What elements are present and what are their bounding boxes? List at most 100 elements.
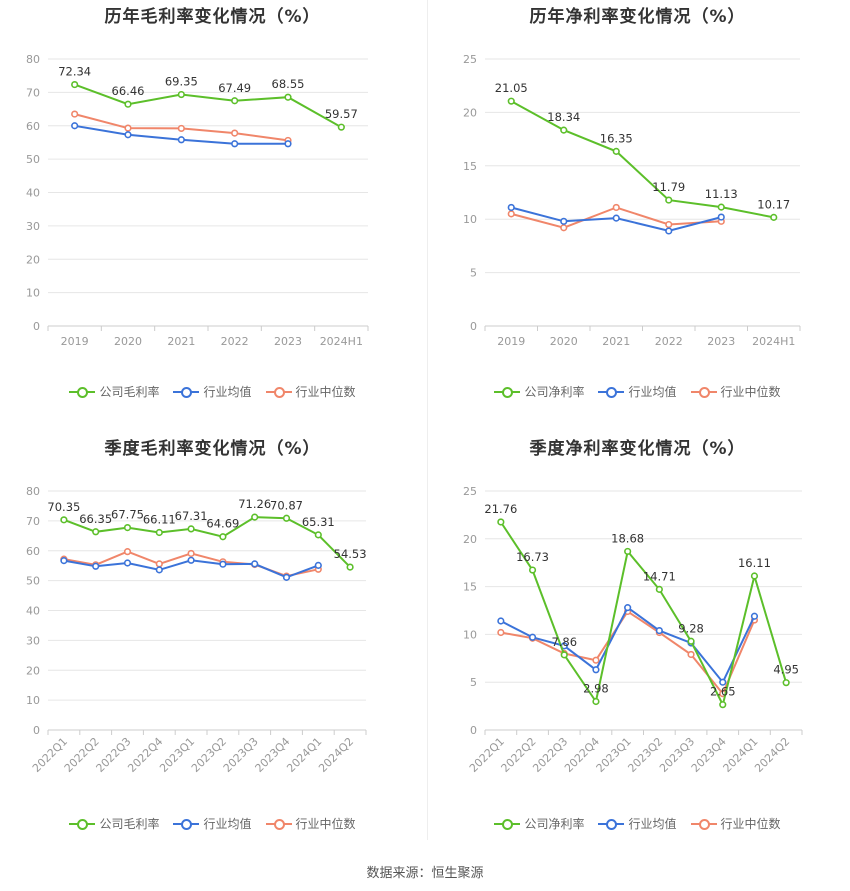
data-label: 59.57 — [325, 107, 358, 121]
legend-line-icon — [494, 386, 521, 398]
quarterly-net-margin-chart: 05101520252022Q12022Q22022Q32022Q42023Q1… — [463, 485, 803, 775]
company-series-point — [719, 701, 727, 709]
data-label: 2.65 — [710, 685, 736, 699]
y-tick-label: 60 — [26, 545, 40, 558]
chart-legend: 公司毛利率 行业均值 行业中位数 — [0, 815, 425, 832]
industry-avg-series-point — [177, 136, 185, 144]
company-series-point — [123, 523, 132, 532]
industry-avg-series-point — [717, 213, 725, 221]
industry-avg-series-point — [665, 227, 673, 235]
company-series-point — [687, 637, 695, 645]
legend-item-company[interactable]: 公司毛利率 — [69, 383, 159, 400]
company-series-point — [750, 572, 759, 580]
company-series-point — [124, 100, 132, 108]
x-tick-label: 2020 — [550, 335, 578, 348]
industry-avg-series-point — [92, 562, 100, 570]
company-series-line — [499, 521, 788, 708]
legend-item-industry-median[interactable]: 行业中位数 — [690, 383, 781, 400]
legend-line-icon — [265, 818, 292, 830]
legend-label: 行业中位数 — [295, 817, 356, 831]
company-series-point — [60, 516, 68, 524]
chart-legend: 公司净利率 行业均值 行业中位数 — [425, 383, 850, 400]
data-label: 72.34 — [58, 65, 91, 79]
industry-median-series-point — [560, 224, 568, 232]
legend-item-industry-median[interactable]: 行业中位数 — [265, 815, 356, 832]
legend-label: 行业均值 — [203, 817, 252, 831]
y-tick-label: 20 — [26, 664, 40, 677]
industry-median-series-point — [155, 560, 163, 568]
legend-label: 行业均值 — [628, 385, 677, 399]
y-tick-label: 60 — [26, 120, 40, 133]
industry-median-series-point — [665, 220, 673, 229]
company-series-point — [231, 97, 239, 105]
industry-avg-series-point — [507, 203, 515, 212]
industry-median-series-point — [612, 203, 620, 212]
company-series-line — [63, 516, 351, 568]
data-label: 67.75 — [111, 508, 144, 522]
annual-net-margin-chart: 0 5 10 15 20 25 2019 2020 2021 2022 2023 2024H1 21.0… — [463, 53, 801, 348]
data-label: 21.76 — [484, 502, 517, 516]
legend-item-company[interactable]: 公司净利率 — [494, 815, 584, 832]
industry-median-series-point — [507, 210, 515, 218]
x-tick-label: 2020 — [114, 335, 142, 348]
legend-line-icon — [494, 818, 521, 830]
x-tick-label: 2023 — [707, 335, 735, 348]
legend-item-company[interactable]: 公司净利率 — [494, 383, 584, 400]
legend-line-icon — [690, 818, 717, 830]
industry-avg-series-point — [497, 617, 505, 625]
x-tick-label: 2024H1 — [752, 335, 795, 348]
company-series-line — [74, 83, 342, 129]
legend-item-industry-avg[interactable]: 行业均值 — [598, 383, 677, 400]
annual-gross-margin-panel: 历年毛利率变化情况（%） 0 10 20 30 40 50 60 70 80 2019 2020 20… — [0, 0, 425, 430]
x-tick-label: 2024H1 — [320, 335, 363, 348]
company-series-point — [528, 566, 537, 574]
x-tick-label: 2021 — [167, 335, 195, 348]
legend-label: 行业中位数 — [295, 385, 356, 399]
data-label: 68.55 — [272, 77, 305, 91]
data-label: 7.86 — [551, 635, 577, 649]
y-tick-label: 25 — [463, 53, 477, 66]
y-tick-label: 15 — [463, 160, 477, 173]
y-tick-label: 20 — [26, 253, 40, 266]
industry-avg-series-point — [624, 604, 632, 612]
y-tick-label: 40 — [26, 187, 40, 200]
legend-item-industry-median[interactable]: 行业中位数 — [690, 815, 781, 832]
x-tick-label: 2024Q2 — [316, 735, 356, 775]
y-tick-label: 5 — [470, 267, 477, 280]
industry-avg-series-point — [282, 573, 291, 581]
panel-divider — [427, 0, 428, 840]
legend-item-industry-avg[interactable]: 行业均值 — [598, 815, 677, 832]
legend-line-icon — [265, 386, 292, 398]
industry-avg-series-point — [231, 140, 239, 148]
x-tick-label: 2024Q2 — [752, 735, 792, 775]
data-source-note: 数据来源：恒生聚源 — [366, 866, 484, 881]
company-series-point — [92, 528, 100, 536]
data-label: 21.05 — [495, 81, 528, 95]
y-tick-label: 10 — [463, 213, 477, 226]
industry-median-series-point — [231, 129, 239, 137]
company-series-point — [71, 80, 79, 89]
data-label: 67.31 — [175, 509, 208, 523]
company-series-point — [251, 513, 259, 521]
legend-label: 公司净利率 — [524, 817, 585, 831]
y-tick-label: 10 — [463, 628, 477, 641]
legend-item-company[interactable]: 公司毛利率 — [69, 815, 159, 832]
industry-avg-series-point — [60, 557, 68, 565]
y-tick-label: 15 — [463, 581, 477, 594]
chart-legend: 公司净利率 行业均值 行业中位数 — [425, 815, 850, 832]
industry-avg-series-point — [560, 217, 568, 225]
data-label: 11.79 — [652, 180, 685, 194]
legend-label: 行业中位数 — [720, 817, 781, 831]
legend-item-industry-median[interactable]: 行业中位数 — [265, 383, 356, 400]
legend-item-industry-avg[interactable]: 行业均值 — [173, 815, 252, 832]
legend-line-icon — [69, 818, 96, 830]
quarterly-gross-margin-chart: 010203040506070802022Q12022Q22022Q32022Q… — [26, 485, 367, 775]
company-series-point — [560, 651, 568, 659]
industry-avg-series-point — [187, 556, 195, 564]
industry-avg-series-point — [251, 560, 259, 568]
legend-label: 公司净利率 — [524, 385, 585, 399]
y-tick-label: 10 — [26, 287, 40, 300]
legend-item-industry-avg[interactable]: 行业均值 — [173, 383, 252, 400]
industry-avg-series-point — [123, 559, 132, 567]
industry-avg-series-point — [655, 626, 663, 635]
